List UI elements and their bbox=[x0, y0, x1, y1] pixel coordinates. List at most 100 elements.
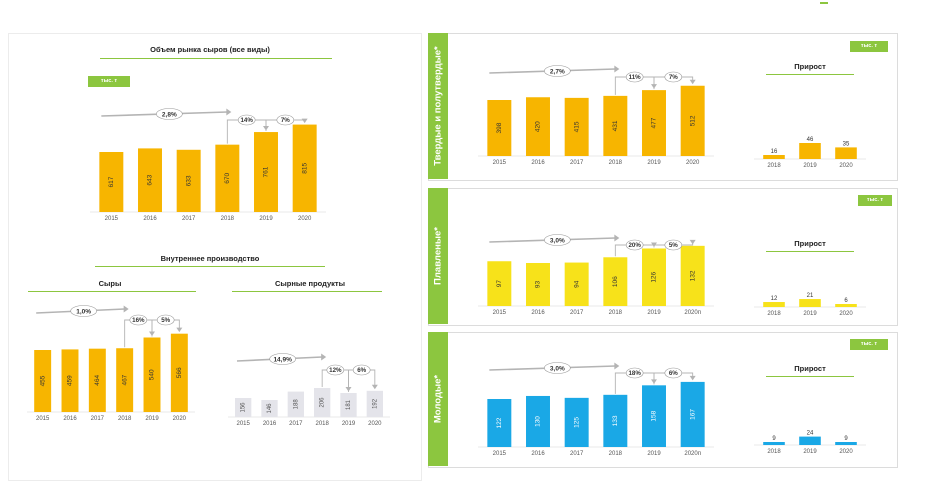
cheese-cagr-label: 1,0% bbox=[76, 308, 91, 315]
market-cagr-label: 2,8% bbox=[162, 111, 177, 118]
market-value-label: 643 bbox=[147, 174, 154, 185]
market-cagr-bubble bbox=[156, 108, 183, 120]
market-category-label: 2019 bbox=[259, 216, 273, 222]
products-cagr-bubble bbox=[269, 353, 296, 365]
cheese-step-bubble bbox=[129, 314, 148, 326]
processed-bar bbox=[487, 261, 512, 306]
hard_growth-value-label: 46 bbox=[807, 137, 814, 143]
young_growth-value-label: 9 bbox=[772, 436, 776, 442]
products-step-bubble bbox=[326, 364, 345, 376]
products-value-label: 206 bbox=[320, 397, 326, 408]
processed-value-label: 97 bbox=[496, 280, 503, 288]
chart-cheese: 455 2015 459 2016 464 2017 467 2018 540 2019 566 20… bbox=[27, 305, 195, 422]
young-step-bubble bbox=[664, 367, 683, 379]
market-value-label: 617 bbox=[108, 176, 115, 187]
cheese-bar bbox=[116, 348, 134, 412]
young-cagr-label: 3,0% bbox=[550, 365, 565, 372]
processed-value-label: 126 bbox=[651, 271, 658, 282]
hard-value-label: 477 bbox=[651, 117, 658, 128]
young-category-label: 2015 bbox=[493, 451, 507, 457]
processed-value-label: 132 bbox=[689, 270, 696, 281]
young-category-label: 2019 bbox=[647, 451, 661, 457]
market-value-label: 670 bbox=[224, 173, 231, 184]
young-trend-arrowhead bbox=[614, 362, 620, 370]
cheese-bar bbox=[61, 349, 79, 412]
products-value-label: 192 bbox=[372, 398, 378, 409]
processed_growth-value-label: 12 bbox=[771, 296, 778, 302]
hard-growth-underline bbox=[766, 74, 854, 75]
processed-step-arrowhead bbox=[689, 239, 696, 245]
chart-products: 156 2015 146 2016 188 2017 206 2018 181 2019 192 20… bbox=[228, 353, 390, 427]
products-value-label: 146 bbox=[267, 403, 273, 414]
cheese-step-arrowhead bbox=[176, 327, 183, 333]
cheese-category-label: 2017 bbox=[91, 416, 105, 422]
processed_growth-bar bbox=[799, 299, 821, 307]
hard-step-label: 11% bbox=[629, 74, 642, 81]
young_growth-category-label: 2020 bbox=[839, 449, 853, 455]
hard-step-bubble bbox=[625, 71, 644, 83]
processed-category-label: 2019 bbox=[647, 310, 661, 316]
cheese-category-label: 2018 bbox=[118, 416, 132, 422]
tab-young: Молодые* bbox=[428, 332, 448, 466]
cheese-step-label: 16% bbox=[132, 317, 145, 324]
corner-accent bbox=[820, 2, 828, 4]
market-step-label: 14% bbox=[240, 117, 253, 124]
processed_growth-value-label: 6 bbox=[844, 298, 848, 304]
processed-category-label: 2018 bbox=[609, 310, 623, 316]
young-bar bbox=[603, 394, 628, 447]
hard-trend-arrowhead bbox=[614, 65, 620, 73]
products-step-bubble bbox=[352, 364, 371, 376]
chart-processed-growth: 12 2018 21 2019 6 2020 bbox=[754, 293, 866, 317]
processed-bar bbox=[642, 248, 666, 306]
processed-bar bbox=[526, 263, 550, 306]
hard-bar bbox=[680, 85, 705, 156]
market-bar bbox=[138, 148, 162, 212]
processed-value-label: 106 bbox=[612, 276, 619, 287]
processed-category-label: 2020п bbox=[684, 310, 701, 316]
processed-bar bbox=[680, 245, 705, 306]
hard_growth-value-label: 16 bbox=[771, 149, 778, 155]
young-bar bbox=[487, 399, 512, 447]
market-category-label: 2016 bbox=[143, 216, 157, 222]
market-value-label: 633 bbox=[185, 175, 192, 186]
chart-hard: 398 2015 420 2016 415 2017 431 2018 477 2019 512 20… bbox=[478, 65, 714, 166]
processed-bar bbox=[603, 257, 628, 306]
young-value-label: 125 bbox=[573, 417, 580, 428]
cheese-category-label: 2016 bbox=[63, 416, 77, 422]
young-value-label: 158 bbox=[651, 410, 658, 421]
processed_growth-bar bbox=[835, 304, 857, 307]
cheese-bar bbox=[143, 337, 161, 412]
tab-hard-label: Твердые и полутвердые* bbox=[432, 46, 444, 166]
young-value-label: 167 bbox=[689, 409, 696, 420]
processed-value-label: 94 bbox=[573, 280, 580, 288]
young-value-label: 130 bbox=[535, 416, 542, 427]
young-category-label: 2017 bbox=[570, 451, 584, 457]
processed-trend-arrowhead bbox=[614, 234, 620, 242]
hard_growth-category-label: 2019 bbox=[803, 163, 817, 169]
tab-processed-label: Плавленые* bbox=[432, 227, 444, 285]
young_growth-category-label: 2018 bbox=[767, 449, 781, 455]
hard-cagr-label: 2,7% bbox=[550, 68, 565, 75]
hard-bar bbox=[487, 100, 512, 156]
young-cagr-bubble bbox=[544, 362, 571, 374]
cheese-value-label: 566 bbox=[176, 367, 183, 378]
products-trend-arrowhead bbox=[321, 353, 327, 361]
market-trend-arrowhead bbox=[226, 108, 232, 116]
cheese-bar bbox=[170, 333, 188, 412]
market-unit-badge: тыс. т bbox=[88, 76, 130, 87]
hard-step-arrowhead bbox=[689, 79, 696, 85]
products-title-underline bbox=[232, 291, 382, 292]
young-bar bbox=[564, 397, 589, 447]
young-growth-title: Прирост bbox=[794, 364, 826, 373]
market-title: Объем рынка сыров (все виды) bbox=[150, 45, 270, 54]
young-category-label: 2016 bbox=[531, 451, 545, 457]
hard-category-label: 2016 bbox=[531, 160, 545, 166]
products-category-label: 2020 bbox=[368, 421, 382, 427]
cheese-value-label: 455 bbox=[39, 375, 46, 386]
hard_growth-bar bbox=[835, 147, 857, 159]
young-step-label: 18% bbox=[628, 370, 641, 377]
products-step-label: 6% bbox=[357, 367, 366, 374]
products-step-arrowhead bbox=[371, 384, 378, 390]
hard-step-label: 7% bbox=[669, 74, 678, 81]
products-category-label: 2019 bbox=[342, 421, 356, 427]
